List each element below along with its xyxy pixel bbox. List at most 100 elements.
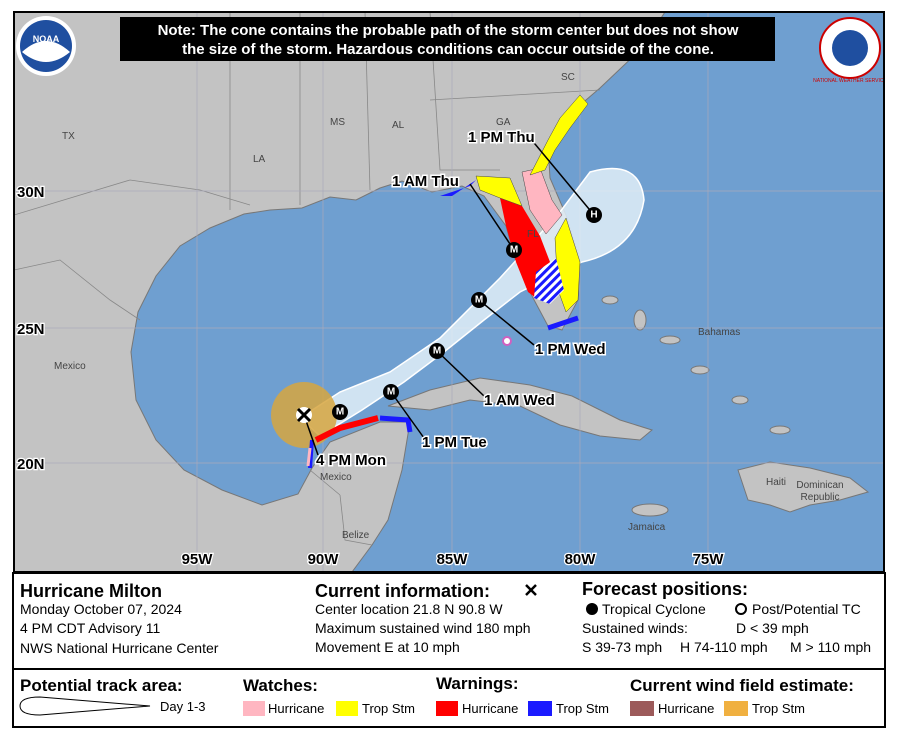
legend-heading: Watches: <box>243 676 318 695</box>
legend-text: S 39-73 mph <box>582 639 662 655</box>
forecast-point <box>383 384 399 400</box>
time-label: 1 PM Thu <box>468 129 535 146</box>
storm-advisory: 4 PM CDT Advisory 11 <box>20 620 161 636</box>
legend-heading: Warnings: <box>436 674 518 693</box>
forecast-symbol: M <box>510 245 518 256</box>
forecast-point <box>506 242 522 258</box>
legend-heading: Potential track area: <box>20 676 183 695</box>
legend-heading: Current wind field estimate: <box>630 676 854 695</box>
nws-logo: NATIONAL WEATHER SERVICE <box>813 17 887 84</box>
lon-label: 95W <box>182 551 214 568</box>
state-label: AL <box>392 120 405 131</box>
time-label: 1 AM Wed <box>484 392 555 409</box>
country-label: Mexico <box>54 361 86 372</box>
forecast-heading: Forecast positions: <box>582 579 748 599</box>
note-line: the size of the storm. Hazardous conditi… <box>182 41 714 58</box>
lon-label: 90W <box>308 551 340 568</box>
jamaica-island <box>631 503 669 517</box>
cuba <box>387 377 654 441</box>
bahamas-islands <box>601 295 791 435</box>
storm-name: Hurricane Milton <box>20 581 162 601</box>
logo-text: NOAA <box>33 34 60 44</box>
forecast-point <box>429 343 445 359</box>
forecast-symbol: M <box>387 387 395 398</box>
state-label: TX <box>62 131 75 142</box>
coordinate-labels: 30N 25N 20N 95W 90W 85W 80W 75W <box>16 183 726 570</box>
logo-text: NATIONAL WEATHER SERVICE <box>813 78 887 84</box>
legend-text: Day 1-3 <box>160 699 206 714</box>
legend-swatch <box>336 701 358 716</box>
map: TX LA MS AL GA SC FL Mexico Mexico Baham… <box>14 12 887 572</box>
legend-text: D < 39 mph <box>736 620 809 636</box>
country-label: Jamaica <box>628 522 666 533</box>
legend-text: Hurricane <box>462 701 518 716</box>
lon-label: 75W <box>693 551 725 568</box>
cone-icon <box>19 696 151 716</box>
storm-date: Monday October 07, 2024 <box>20 601 182 617</box>
forecast-symbol: H <box>590 210 597 221</box>
forecast-symbol: M <box>475 295 483 306</box>
country-label: Bahamas <box>698 327 740 338</box>
current-heading: Current information: <box>315 581 490 601</box>
time-labels: 4 PM Mon 1 PM Tue 1 AM Wed 1 PM Wed 1 AM… <box>315 128 608 471</box>
legend-swatch <box>436 701 458 716</box>
current-line: Center location 21.8 N 90.8 W <box>315 601 503 617</box>
time-label: 1 PM Tue <box>422 434 487 451</box>
forecast-point <box>586 207 602 223</box>
lon-label: 85W <box>437 551 469 568</box>
legend-swatch <box>243 701 265 716</box>
legend-text: H 74-110 mph <box>680 639 768 655</box>
geo-labels: TX LA MS AL GA SC FL Mexico Mexico Baham… <box>54 72 844 541</box>
country-label: Dominican <box>796 480 843 491</box>
legend-swatch <box>630 701 654 716</box>
legend-text: Hurricane <box>658 701 714 716</box>
state-label: MS <box>330 117 345 128</box>
country-label: Mexico <box>320 472 352 483</box>
forecast-point <box>332 404 348 420</box>
legend-text: Hurricane <box>268 701 324 716</box>
note-line: Note: The cone contains the probable pat… <box>158 22 739 39</box>
current-icon <box>525 584 537 596</box>
lat-label: 25N <box>17 321 45 338</box>
legend-swatch <box>528 701 552 716</box>
note-box <box>120 17 775 61</box>
country-label: Haiti <box>766 477 786 488</box>
country-label: Belize <box>342 530 370 541</box>
forecast-symbol: M <box>336 407 344 418</box>
forecast-points: M M M M M H <box>332 207 602 420</box>
forecast-point <box>471 292 487 308</box>
legend-text: Sustained winds: <box>582 620 688 636</box>
legend-text: Trop Stm <box>556 701 609 716</box>
time-label: 1 AM Thu <box>392 173 459 190</box>
legend-text: Trop Stm <box>752 701 805 716</box>
current-line: Movement E at 10 mph <box>315 639 460 655</box>
current-line: Maximum sustained wind 180 mph <box>315 620 531 636</box>
time-label: 4 PM Mon <box>316 452 386 469</box>
time-label: 1 PM Wed <box>535 341 606 358</box>
info-panel: Hurricane Milton Monday October 07, 2024… <box>12 572 886 728</box>
state-label: FL <box>527 229 539 240</box>
noaa-logo: NOAA <box>16 16 76 76</box>
legend-text: Tropical Cyclone <box>602 601 706 617</box>
storm-source: NWS National Hurricane Center <box>20 640 219 656</box>
legend-swatch <box>724 701 748 716</box>
lat-label: 20N <box>17 456 45 473</box>
state-label: LA <box>253 154 266 165</box>
legend-text: Post/Potential TC <box>752 601 861 617</box>
forecast-symbol: M <box>433 346 441 357</box>
lat-label: 30N <box>17 184 45 201</box>
post-tropical-point <box>502 336 512 346</box>
hispaniola <box>737 461 870 513</box>
lon-label: 80W <box>565 551 597 568</box>
state-label: GA <box>496 117 511 128</box>
legend-text: M > 110 mph <box>790 639 871 655</box>
country-label: Republic <box>801 492 840 503</box>
state-label: SC <box>561 72 575 83</box>
warnings <box>306 94 589 469</box>
current-position <box>296 407 312 423</box>
legend-symbol <box>586 603 598 615</box>
legend-text: Trop Stm <box>362 701 415 716</box>
legend-symbol <box>735 603 747 615</box>
